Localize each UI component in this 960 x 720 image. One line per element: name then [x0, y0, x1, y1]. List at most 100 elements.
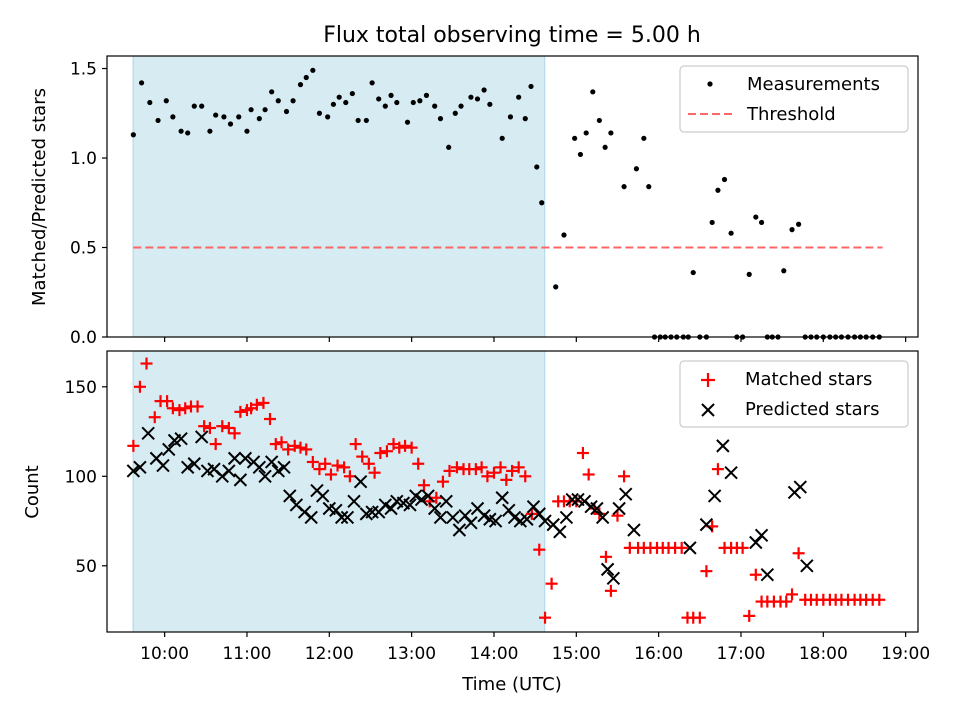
- predicted-stars-point: [316, 489, 330, 503]
- matched-stars-point: [475, 461, 488, 474]
- predicted-stars-point: [619, 487, 633, 501]
- measurement-point: [262, 107, 268, 113]
- predicted-stars-point: [520, 512, 534, 526]
- matched-stars-point: [494, 461, 507, 474]
- predicted-stars-point: [334, 510, 349, 525]
- matched-stars-point: [618, 470, 631, 483]
- predicted-stars-point: [427, 501, 442, 516]
- predicted-stars-point: [180, 460, 195, 475]
- matched-stars-point: [173, 404, 186, 417]
- matched-stars-point: [576, 447, 589, 460]
- measurement-point: [303, 74, 309, 81]
- matched-stars-point: [780, 595, 793, 608]
- measurement-point: [539, 200, 545, 206]
- matched-stars-point: [736, 541, 749, 554]
- matched-stars-point: [873, 593, 886, 606]
- y-tick-label: 0.5: [70, 239, 97, 259]
- measurement-point: [325, 114, 331, 120]
- predicted-stars-point: [606, 571, 621, 586]
- measurement-point: [458, 103, 464, 109]
- predicted-stars-point: [304, 510, 318, 525]
- predicted-stars-point: [683, 541, 697, 555]
- predicted-stars-point: [141, 426, 155, 441]
- measurement-point: [221, 114, 227, 120]
- predicted-stars-point: [793, 480, 807, 494]
- y-tick-label: 50: [75, 557, 97, 577]
- predicted-stars-point: [495, 491, 509, 505]
- measurement-point: [596, 117, 602, 124]
- measurement-point: [487, 101, 493, 107]
- predicted-stars-point: [233, 473, 248, 487]
- predicted-stars-point: [627, 523, 641, 537]
- matched-stars-point: [203, 421, 216, 434]
- measurement-point: [758, 219, 765, 226]
- matched-stars-point: [161, 395, 174, 408]
- measurement-point: [528, 83, 534, 90]
- measurements-series: [130, 67, 882, 340]
- matched-stars-point: [743, 609, 756, 622]
- predicted-stars-point: [421, 489, 435, 503]
- predicted-stars-point: [760, 568, 775, 582]
- counts-y-axis-label: Count: [22, 465, 43, 518]
- measurement-point: [641, 135, 647, 141]
- predicted-stars-point: [707, 489, 722, 503]
- measurement-point: [227, 121, 234, 127]
- matched-stars-point: [127, 439, 140, 452]
- predicted-stars-point: [347, 494, 361, 509]
- ratio-y-axis-label: Matched/Predicted stars: [29, 88, 50, 306]
- measurement-point: [633, 166, 640, 172]
- matched-stars-point: [288, 439, 301, 452]
- matched-stars-point: [324, 468, 337, 481]
- measurement-point: [721, 176, 728, 183]
- matched-stars-point: [148, 411, 161, 424]
- measurement-point: [404, 119, 411, 125]
- matched-stars-point: [412, 457, 425, 470]
- measurement-point: [522, 116, 528, 122]
- predicted-stars-point: [600, 562, 615, 577]
- predicted-stars-point: [538, 514, 552, 528]
- measurement-point: [499, 135, 505, 141]
- measurement-point: [155, 117, 161, 124]
- measurement-point: [199, 103, 205, 109]
- measurement-point: [468, 94, 474, 100]
- measurement-point: [163, 98, 169, 104]
- measurement-point: [388, 92, 394, 98]
- measurement-point: [432, 103, 438, 109]
- matched-stars-point: [264, 413, 277, 426]
- predicted-stars-point: [488, 514, 503, 528]
- measurement-point: [577, 151, 584, 158]
- matched-stars-point: [269, 438, 282, 451]
- matched-stars-point: [133, 380, 146, 393]
- x-tick-label: 12:00: [305, 644, 354, 664]
- predicted-stars-point: [174, 431, 188, 446]
- predicted-stars-point: [264, 455, 279, 469]
- predicted-stars-point: [595, 510, 610, 525]
- measurement-point: [275, 98, 281, 104]
- matched-stars-point: [228, 427, 241, 440]
- matched-stars-point: [582, 468, 595, 481]
- x-tick-label: 17:00: [716, 644, 765, 664]
- predicted-stars-point: [754, 528, 769, 543]
- measurement-point: [207, 128, 213, 134]
- y-tick-label: 150: [65, 378, 97, 398]
- measurement-point: [561, 232, 567, 238]
- measurement-point: [382, 103, 388, 109]
- matched-stars-point: [611, 509, 624, 522]
- matched-stars-point: [533, 543, 546, 556]
- matched-stars-point: [519, 470, 532, 483]
- matched-stars-point: [349, 438, 362, 451]
- counts-legend: Matched stars Predicted stars: [679, 360, 909, 428]
- measurement-point: [394, 99, 400, 106]
- measurement-point: [147, 99, 153, 106]
- y-tick-label: 1.0: [70, 149, 97, 169]
- measurement-point: [437, 116, 444, 122]
- measurement-point: [363, 117, 369, 124]
- matched-stars-point: [481, 470, 494, 483]
- predicted-stars-point: [716, 439, 730, 453]
- matched-stars-point: [469, 463, 482, 476]
- measurement-point: [715, 187, 721, 193]
- measurement-point: [290, 98, 296, 104]
- measurement-point: [170, 114, 176, 120]
- measurement-point: [452, 110, 458, 116]
- measurement-point: [310, 67, 316, 73]
